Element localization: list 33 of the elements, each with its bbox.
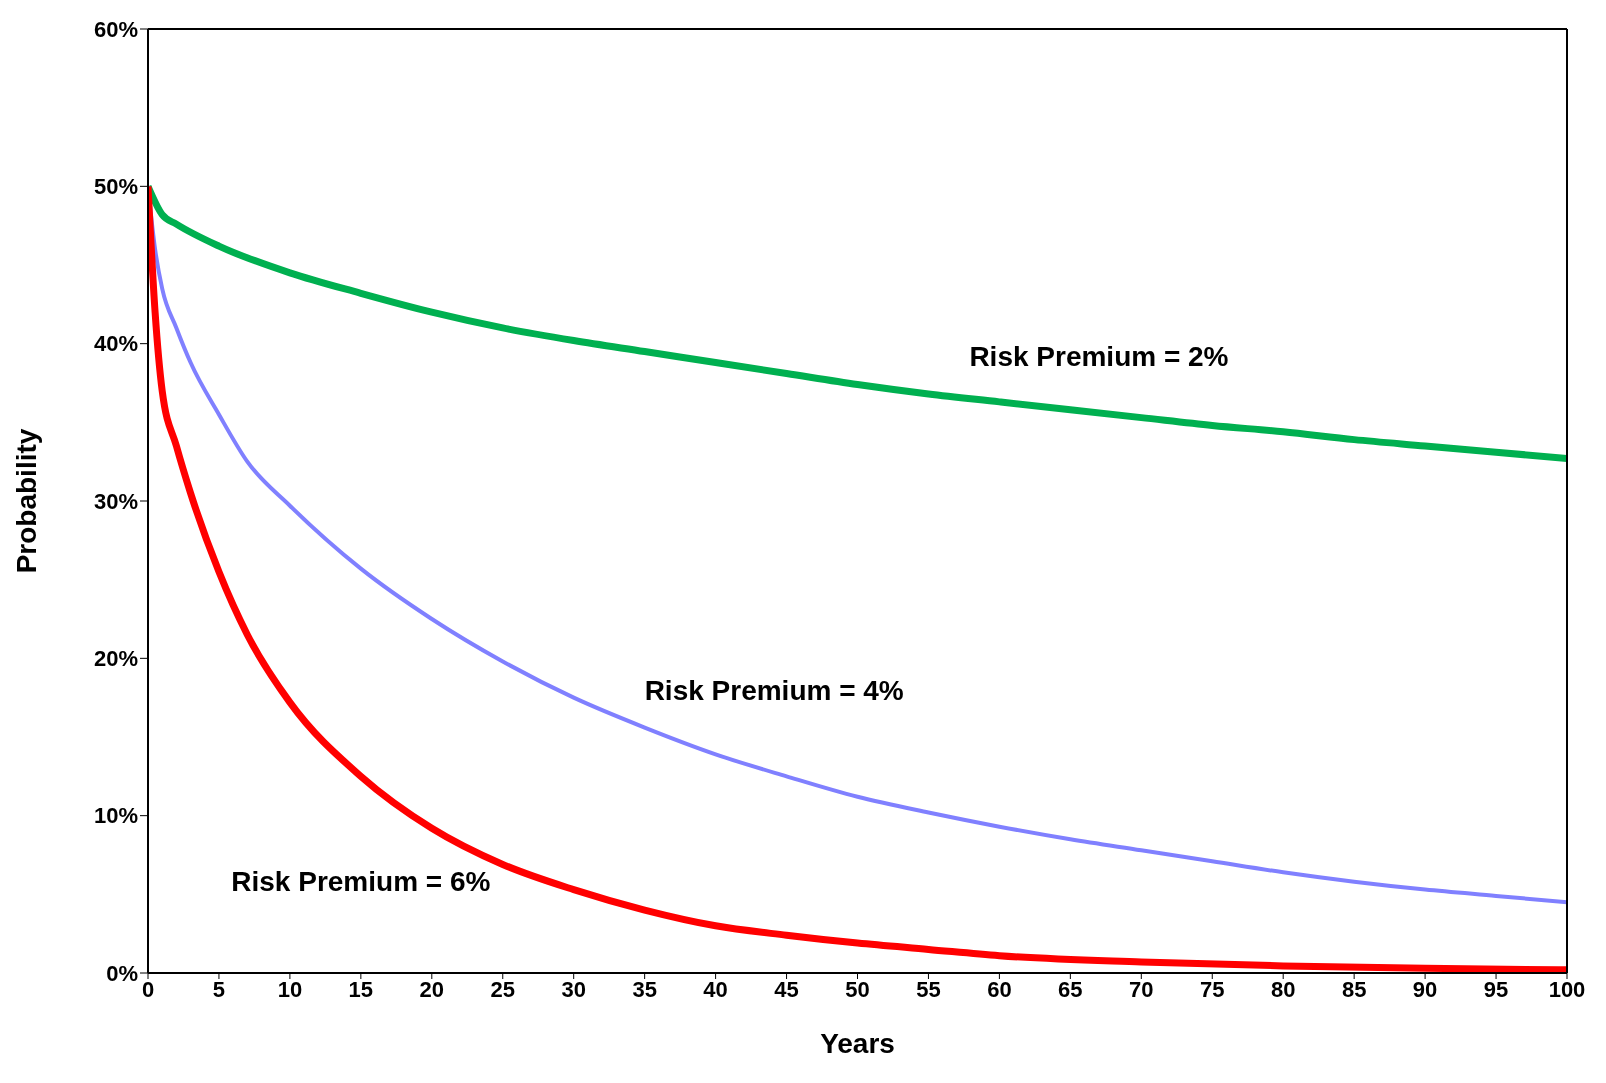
x-tick-label: 70 — [1129, 976, 1154, 1002]
x-tick-label: 100 — [1548, 976, 1586, 1002]
x-axis-title: Years — [820, 1028, 895, 1059]
y-axis-title: Probability — [10, 428, 42, 574]
x-tick-label: 25 — [490, 976, 515, 1002]
x-tick-label: 35 — [632, 976, 657, 1002]
x-tick-label: 15 — [348, 976, 374, 1002]
x-tick-label: 50 — [845, 976, 870, 1002]
y-tick-label: 50% — [93, 174, 138, 200]
x-tick-label: 60 — [987, 976, 1012, 1002]
y-tick-label: 30% — [93, 488, 138, 514]
x-tick-label: 20 — [419, 976, 445, 1002]
y-tick-label: 60% — [93, 16, 138, 42]
y-tick-label: 20% — [93, 646, 138, 672]
series-label: Risk Premium = 6% — [231, 866, 491, 898]
x-tick-label: 30 — [561, 976, 586, 1002]
x-tick-label: 90 — [1412, 976, 1438, 1002]
y-tick-label: 10% — [93, 803, 138, 829]
series-label: Risk Premium = 4% — [644, 674, 904, 706]
x-tick-label: 0 — [141, 976, 155, 1002]
x-tick-label: 40 — [703, 976, 728, 1002]
y-tick-label: 40% — [93, 331, 138, 357]
x-tick-label: 10 — [277, 976, 303, 1002]
x-tick-label: 5 — [212, 976, 226, 1002]
x-tick-label: 95 — [1483, 976, 1509, 1002]
x-tick-label: 45 — [774, 976, 799, 1002]
x-tick-label: 80 — [1270, 976, 1296, 1002]
x-tick-label: 85 — [1341, 976, 1367, 1002]
x-tick-label: 55 — [916, 976, 941, 1002]
x-tick-label: 75 — [1200, 976, 1225, 1002]
series-label: Risk Premium = 2% — [969, 340, 1229, 372]
y-tick-label: 0% — [106, 960, 138, 986]
x-tick-label: 65 — [1058, 976, 1083, 1002]
